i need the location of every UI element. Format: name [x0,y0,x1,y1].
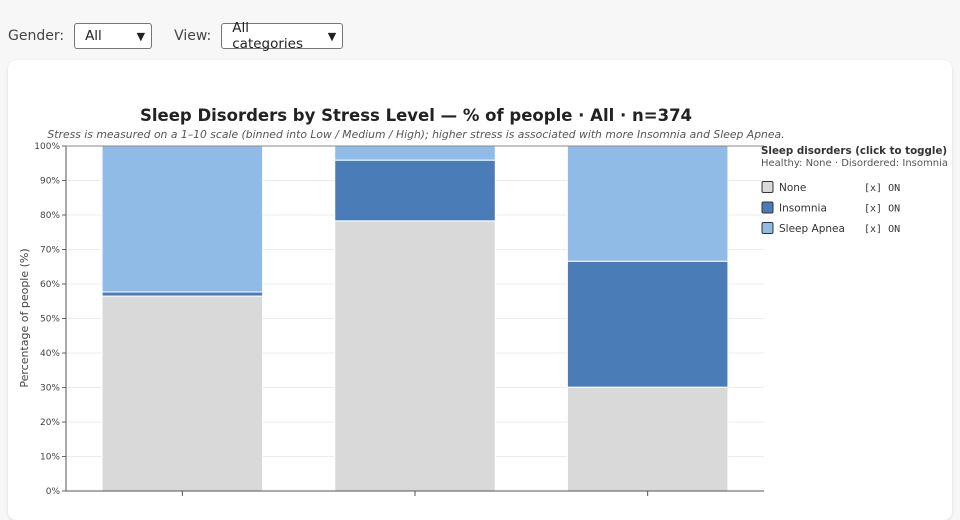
bars [101,145,729,492]
chevron-down-icon: ▼ [327,29,337,43]
bar-segment-none [101,295,264,492]
y-tick-label: 10% [40,453,60,463]
y-tick-label: 90% [40,177,60,187]
bar-segment-insomnia [566,260,729,388]
legend-label: Sleep Apnea [779,223,845,235]
y-tick-label: 30% [40,384,60,394]
axes: 0% 10% 20% 30% 40% 50% 60% 70% 80% 90% 100% [34,142,764,497]
chart-title: Sleep Disorders by Stress Level — % of p… [140,106,692,125]
stacked-bar-chart: Sleep Disorders by Stress Level — % of p… [18,106,948,497]
legend-swatch [761,222,774,234]
y-tick-label: 0% [46,487,61,497]
legend-subtitle: Healthy: None · Disordered: Insomnia [761,158,948,169]
legend-swatch [761,181,774,193]
legend-label: Insomnia [779,203,827,215]
bar-segment-sleep-apnea [334,145,496,161]
y-tick-label: 40% [40,349,60,359]
bar-segment-insomnia [334,159,496,222]
y-tick-label: 80% [40,211,60,221]
legend-item-sleep-apnea[interactable]: Sleep Apnea [x] ON [761,222,900,236]
bar-segment-none [566,386,729,492]
y-tick-label: 50% [40,315,60,325]
legend-label: None [779,182,806,194]
y-axis-label: Percentage of people (%) [18,248,31,387]
view-select-value: All categories [232,20,304,52]
y-tick-label: 100% [34,142,60,152]
legend-toggle-state: [x] ON [864,204,900,215]
y-tick-label: 60% [40,280,60,290]
gender-select[interactable]: All ▼ [74,23,153,49]
legend-swatch [761,201,774,214]
view-select[interactable]: All categories ▼ [221,20,344,52]
legend-title: Sleep disorders (click to toggle) [761,145,947,157]
chevron-down-icon: ▼ [136,29,146,43]
filter-controls: Gender: All ▼ View: All categories ▼ [8,20,344,52]
view-label: View: [174,28,212,44]
legend: Sleep disorders (click to toggle) Health… [761,145,948,235]
bar-segment-sleep-apnea [566,145,729,262]
legend-toggle-state: [x] ON [864,183,900,194]
legend-toggle-state: [x] ON [864,224,900,235]
y-tick-label: 70% [40,246,60,256]
chart-subtitle: Stress is measured on a 1–10 scale (binn… [47,128,784,141]
y-tick-label: 20% [40,418,60,428]
bar-segment-sleep-apnea [101,145,264,293]
bar-segment-insomnia [101,291,264,297]
legend-item-insomnia[interactable]: Insomnia [x] ON [761,201,900,215]
gender-label: Gender: [8,28,65,44]
chart-card: Sleep Disorders by Stress Level — % of p… [8,60,952,520]
legend-item-none[interactable]: None [x] ON [761,181,900,195]
gender-select-value: All [85,28,102,44]
bar-segment-none [334,220,496,492]
